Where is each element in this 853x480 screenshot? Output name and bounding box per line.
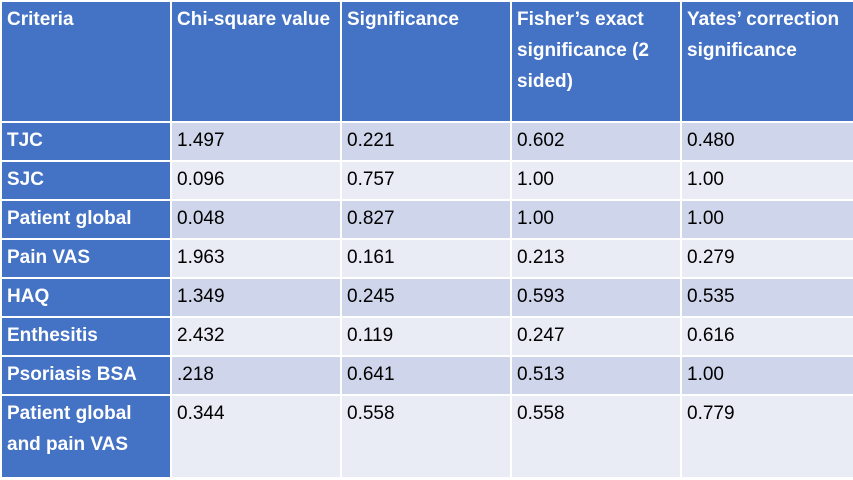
row-criteria-cell: TJC [0,121,172,162]
fisher-cell: 0.558 [510,394,682,479]
fisher-cell: 0.593 [510,277,682,318]
row-criteria-cell: Pain VAS [0,238,172,279]
fisher-cell: 1.00 [510,199,682,240]
row-criteria-cell: HAQ [0,277,172,318]
table-row: Pain VAS 1.963 0.161 0.213 0.279 [0,238,853,279]
yates-cell: 0.779 [680,394,853,479]
fisher-cell: 0.602 [510,121,682,162]
chi-square-cell: .218 [170,355,342,396]
yates-cell: 0.279 [680,238,853,279]
row-criteria-cell: Psoriasis BSA [0,355,172,396]
significance-cell: 0.161 [340,238,512,279]
chi-square-cell: 2.432 [170,316,342,357]
fisher-cell: 0.213 [510,238,682,279]
row-criteria-cell: SJC [0,160,172,201]
yates-cell: 1.00 [680,199,853,240]
significance-cell: 0.641 [340,355,512,396]
header-fishers-exact-significance: Fisher’s exact significance (2 sided) [510,0,682,123]
table-row: Patient global and pain VAS 0.344 0.558 … [0,394,853,479]
significance-cell: 0.827 [340,199,512,240]
table-row: Psoriasis BSA .218 0.641 0.513 1.00 [0,355,853,396]
table-body: TJC 1.497 0.221 0.602 0.480 SJC 0.096 0.… [0,121,853,479]
row-criteria-cell: Patient global and pain VAS [0,394,172,479]
table-row: SJC 0.096 0.757 1.00 1.00 [0,160,853,201]
fisher-cell: 0.513 [510,355,682,396]
significance-cell: 0.221 [340,121,512,162]
header-significance: Significance [340,0,512,123]
significance-cell: 0.245 [340,277,512,318]
yates-cell: 1.00 [680,160,853,201]
yates-cell: 0.535 [680,277,853,318]
table-row: TJC 1.497 0.221 0.602 0.480 [0,121,853,162]
chi-square-cell: 0.096 [170,160,342,201]
chi-square-cell: 0.344 [170,394,342,479]
significance-cell: 0.757 [340,160,512,201]
yates-cell: 0.616 [680,316,853,357]
significance-cell: 0.119 [340,316,512,357]
chi-square-cell: 0.048 [170,199,342,240]
chi-square-cell: 1.349 [170,277,342,318]
yates-cell: 0.480 [680,121,853,162]
header-criteria: Criteria [0,0,172,123]
table-row: HAQ 1.349 0.245 0.593 0.535 [0,277,853,318]
fisher-cell: 1.00 [510,160,682,201]
table-header: Criteria Chi-square value Significance F… [0,0,853,123]
header-yates-correction-significance: Yates’ correction significance [680,0,853,123]
table-row: Enthesitis 2.432 0.119 0.247 0.616 [0,316,853,357]
table-row: Patient global 0.048 0.827 1.00 1.00 [0,199,853,240]
header-row: Criteria Chi-square value Significance F… [0,0,853,123]
row-criteria-cell: Enthesitis [0,316,172,357]
chi-square-cell: 1.497 [170,121,342,162]
significance-cell: 0.558 [340,394,512,479]
header-chi-square-value: Chi-square value [170,0,342,123]
chi-square-cell: 1.963 [170,238,342,279]
yates-cell: 1.00 [680,355,853,396]
row-criteria-cell: Patient global [0,199,172,240]
fisher-cell: 0.247 [510,316,682,357]
